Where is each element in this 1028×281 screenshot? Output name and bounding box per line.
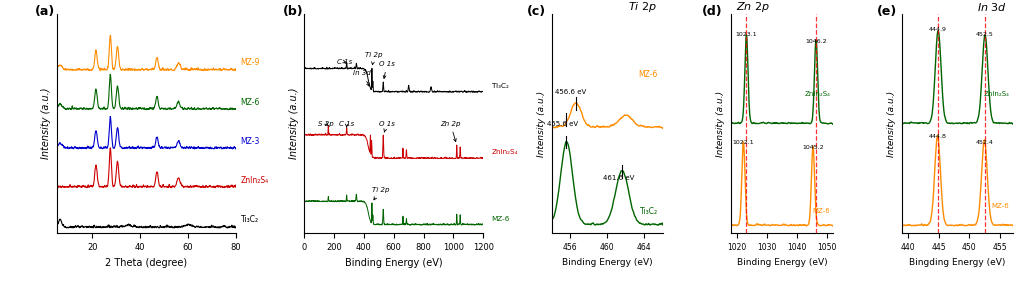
Y-axis label: Intensity (a.u.): Intensity (a.u.) — [41, 88, 51, 159]
Text: 444.9: 444.9 — [929, 27, 947, 32]
Text: Ti₃C₂: Ti₃C₂ — [639, 207, 658, 216]
Text: ZnIn₂S₄: ZnIn₂S₄ — [491, 149, 518, 155]
Y-axis label: Intensity (a.u.): Intensity (a.u.) — [537, 90, 546, 157]
Text: (a): (a) — [35, 5, 56, 18]
Text: 452.4: 452.4 — [976, 140, 993, 144]
Text: Ti $2p$: Ti $2p$ — [628, 0, 657, 14]
Text: Zn $2p$: Zn $2p$ — [736, 0, 770, 14]
Text: 1046.2: 1046.2 — [805, 38, 827, 44]
Text: C 1s: C 1s — [339, 121, 355, 127]
Text: S 2p: S 2p — [319, 121, 334, 127]
Text: 461.6 eV: 461.6 eV — [603, 175, 635, 181]
Text: Ti 2p: Ti 2p — [371, 187, 389, 200]
Text: MZ-6: MZ-6 — [491, 216, 510, 222]
Text: 1045.2: 1045.2 — [802, 145, 823, 149]
Y-axis label: Intensity (a.u.): Intensity (a.u.) — [717, 90, 726, 157]
X-axis label: Bingding Energy (eV): Bingding Energy (eV) — [909, 257, 1005, 266]
Text: 444.8: 444.8 — [928, 134, 947, 139]
Text: Ti 2p: Ti 2p — [365, 52, 382, 65]
Text: MZ-6: MZ-6 — [812, 208, 831, 214]
Text: 1022.1: 1022.1 — [732, 140, 755, 144]
Text: (c): (c) — [527, 5, 546, 18]
Text: ZnIn₂S₄: ZnIn₂S₄ — [805, 90, 831, 97]
Text: ZnIn₂S₄: ZnIn₂S₄ — [241, 176, 268, 185]
Text: 452.5: 452.5 — [976, 33, 994, 37]
Text: In $3d$: In $3d$ — [977, 1, 1007, 13]
X-axis label: Binding Energy (eV): Binding Energy (eV) — [345, 257, 442, 268]
Text: (e): (e) — [877, 5, 897, 18]
Text: Ti₃C₂: Ti₃C₂ — [241, 215, 259, 224]
Text: MZ-6: MZ-6 — [638, 70, 658, 79]
X-axis label: Binding Energy (eV): Binding Energy (eV) — [737, 257, 828, 266]
Y-axis label: Intensity (a.u.): Intensity (a.u.) — [289, 88, 298, 159]
Text: 1023.1: 1023.1 — [735, 33, 757, 37]
Text: C 1s: C 1s — [337, 59, 352, 65]
Text: 456.6 eV: 456.6 eV — [555, 89, 587, 95]
Text: Zn 2p: Zn 2p — [440, 121, 461, 142]
Text: ZnIn₂S₄: ZnIn₂S₄ — [984, 90, 1009, 97]
Text: In 3d: In 3d — [354, 70, 371, 86]
X-axis label: 2 Theta (degree): 2 Theta (degree) — [105, 257, 187, 268]
Text: MZ-3: MZ-3 — [241, 137, 260, 146]
Text: O 1s: O 1s — [379, 61, 395, 78]
Text: MZ-9: MZ-9 — [241, 58, 260, 67]
Y-axis label: Intensity (a.u.): Intensity (a.u.) — [887, 90, 896, 157]
Text: Ti₃C₂: Ti₃C₂ — [491, 83, 509, 89]
Text: (d): (d) — [702, 5, 723, 18]
Text: O 1s: O 1s — [379, 121, 395, 132]
Text: 455.6 eV: 455.6 eV — [547, 121, 579, 127]
Text: MZ-6: MZ-6 — [992, 203, 1009, 209]
Text: MZ-6: MZ-6 — [241, 98, 260, 106]
Text: (b): (b) — [283, 5, 303, 18]
X-axis label: Binding Energy (eV): Binding Energy (eV) — [562, 257, 653, 266]
